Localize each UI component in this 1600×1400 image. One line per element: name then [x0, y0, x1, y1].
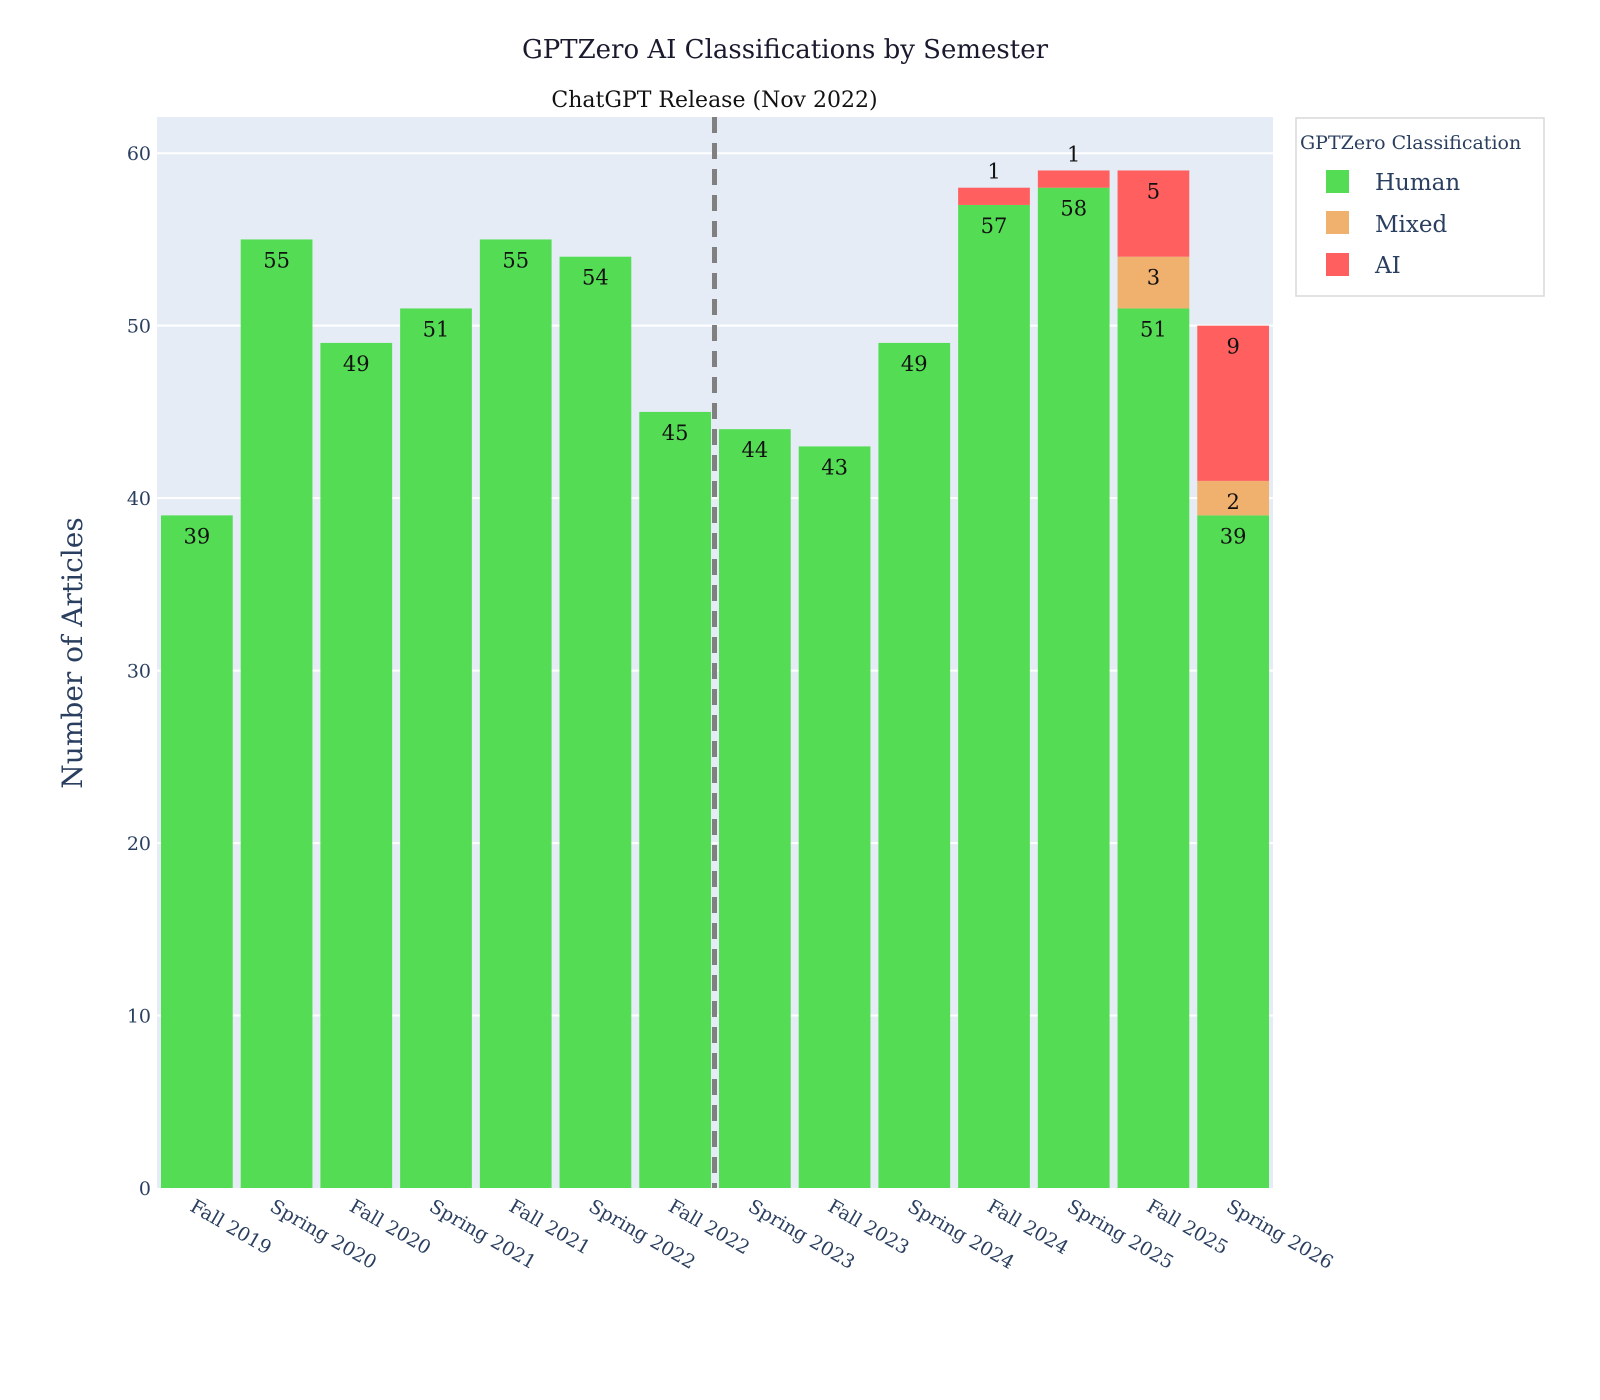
bar-human[interactable] [639, 411, 712, 1188]
bar-human[interactable] [240, 239, 313, 1188]
x-tick-label: Fall 2019 [186, 1195, 275, 1259]
chatgpt-release-annotation: ChatGPT Release (Nov 2022) [551, 88, 877, 113]
bar-value-label: 39 [183, 524, 210, 548]
chart-title: GPTZero AI Classifications by Semester [522, 35, 1049, 65]
y-axis-title: Number of Articles [56, 517, 89, 788]
y-tick-label: 40 [127, 488, 151, 510]
legend-item-ai[interactable]: AI [1326, 253, 1401, 279]
bar-value-label: 3 [1147, 266, 1160, 290]
bar-value-label: 5 [1147, 179, 1160, 203]
legend-label-ai: AI [1374, 253, 1401, 279]
y-tick-label: 20 [127, 833, 151, 855]
bar-ai[interactable] [1117, 170, 1190, 257]
y-tick-label: 60 [127, 143, 151, 165]
bar-value-label: 1 [987, 160, 1000, 184]
bar-ai[interactable] [958, 187, 1030, 205]
bar-human[interactable] [718, 429, 791, 1188]
bar-value-label: 51 [1140, 317, 1167, 341]
bar-human[interactable] [798, 446, 871, 1189]
bar-value-label: 51 [423, 317, 450, 341]
x-tick-label: Spring 2026 [1223, 1195, 1337, 1274]
bar-human[interactable] [559, 256, 632, 1188]
bar-value-label: 2 [1226, 490, 1239, 514]
bar-value-label: 49 [901, 352, 928, 376]
y-tick-label: 50 [127, 316, 151, 338]
bar-human[interactable] [878, 342, 951, 1188]
bar-value-label: 49 [343, 352, 370, 376]
bar-value-label: 58 [1060, 197, 1087, 221]
legend-swatch-human [1326, 170, 1349, 193]
legend-swatch-mixed [1326, 211, 1349, 234]
bar-human[interactable] [958, 204, 1030, 1188]
bar-human[interactable] [400, 308, 472, 1188]
bar-value-label: 55 [502, 248, 529, 272]
bar-mixed[interactable] [1197, 480, 1270, 516]
bar-human[interactable] [320, 342, 393, 1188]
bar-value-label: 44 [741, 438, 768, 462]
bar-human[interactable] [1117, 308, 1190, 1188]
y-axis-ticks: 0 10 20 30 40 50 60 [127, 143, 151, 1200]
bar-human[interactable] [1037, 187, 1110, 1188]
bar-labels: 39 55 49 51 55 54 45 44 43 49 57 1 58 1 51 3 5 39 2 9 [183, 142, 1246, 548]
legend-title: GPTZero Classification [1300, 132, 1521, 154]
bar-human[interactable] [160, 515, 233, 1188]
legend-item-mixed[interactable]: Mixed [1326, 211, 1447, 238]
legend-item-human[interactable]: Human [1326, 170, 1460, 196]
bar-ai[interactable] [1037, 170, 1110, 188]
bar-ai[interactable] [1197, 325, 1270, 481]
y-tick-label: 10 [127, 1006, 151, 1028]
bar-human[interactable] [479, 239, 552, 1188]
bar-human[interactable] [1197, 515, 1270, 1188]
bar-value-label: 1 [1067, 142, 1080, 166]
legend-label-mixed: Mixed [1375, 212, 1447, 238]
legend-label-human: Human [1375, 170, 1460, 196]
bar-value-label: 55 [263, 248, 290, 272]
bars [160, 170, 1270, 1189]
bar-value-label: 9 [1226, 335, 1239, 359]
legend-swatch-ai [1326, 253, 1349, 276]
y-tick-label: 0 [139, 1178, 151, 1200]
bar-value-label: 43 [821, 455, 848, 479]
legend: GPTZero Classification Human Mixed AI [1295, 117, 1545, 297]
bar-mixed[interactable] [1117, 256, 1190, 309]
bar-value-label: 54 [582, 266, 609, 290]
bar-value-label: 57 [981, 214, 1008, 238]
y-tick-label: 30 [127, 661, 151, 683]
bar-value-label: 39 [1220, 524, 1247, 548]
bar-value-label: 45 [662, 421, 689, 445]
